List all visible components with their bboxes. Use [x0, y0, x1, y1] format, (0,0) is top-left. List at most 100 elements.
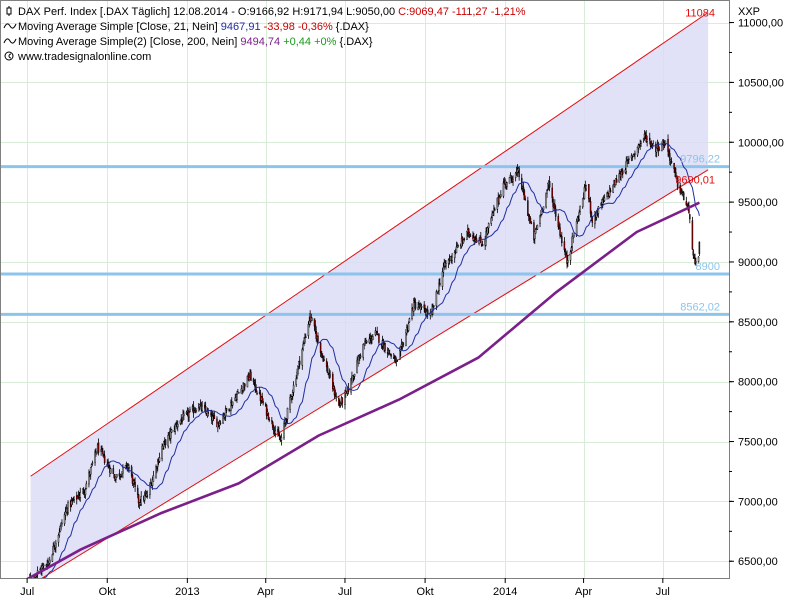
candle-body	[43, 565, 44, 566]
candle	[52, 554, 53, 562]
candle	[406, 324, 407, 335]
candle-body	[91, 465, 92, 467]
candle-body	[584, 187, 585, 198]
candle-body	[163, 442, 164, 447]
candle	[402, 341, 403, 349]
candle	[302, 347, 303, 369]
candle-body	[443, 267, 444, 272]
candle-body	[86, 484, 87, 489]
candle-body	[656, 148, 657, 152]
candle-body	[80, 492, 81, 497]
candle-body	[604, 198, 605, 201]
candle	[360, 353, 361, 359]
candle	[412, 303, 413, 320]
candle-body	[102, 449, 103, 451]
candle	[626, 157, 627, 175]
candle-body	[588, 184, 589, 199]
candle-body	[311, 318, 312, 321]
candle	[320, 342, 321, 358]
candle	[220, 420, 221, 425]
candle-body	[212, 416, 213, 420]
candle	[176, 422, 177, 427]
candle	[177, 421, 178, 432]
candle	[689, 214, 690, 224]
candle-body	[452, 257, 453, 261]
candle	[561, 232, 562, 247]
x-tick-label: 2013	[175, 586, 199, 598]
candle	[98, 438, 99, 455]
candle-body	[628, 159, 629, 160]
candle	[513, 175, 514, 186]
candle-body	[395, 356, 396, 363]
candle	[400, 346, 401, 357]
candle	[659, 147, 660, 152]
candle-body	[238, 392, 239, 393]
candle-body	[573, 235, 574, 237]
candle-body	[669, 154, 670, 161]
x-tick-label: Jul	[338, 586, 352, 598]
candle	[641, 141, 642, 147]
candle-body	[531, 223, 532, 224]
candle	[553, 196, 554, 211]
candle-body	[609, 189, 610, 196]
candle	[141, 491, 142, 506]
candle-body	[330, 375, 331, 376]
candle-body	[287, 408, 288, 419]
candle	[329, 368, 330, 379]
candle	[403, 342, 404, 347]
candle-body	[561, 236, 562, 242]
candle-body	[153, 475, 154, 481]
candle	[524, 189, 525, 200]
candle-body	[694, 257, 695, 258]
candle	[61, 519, 62, 527]
candle-body	[391, 354, 392, 356]
candle-body	[268, 413, 269, 419]
candle	[616, 175, 617, 183]
candle	[153, 471, 154, 482]
candle-body	[183, 414, 184, 416]
candle	[567, 250, 568, 268]
candle	[470, 233, 471, 236]
candle	[74, 497, 75, 503]
candle	[509, 177, 510, 184]
candle-body	[418, 307, 419, 309]
candle-body	[699, 242, 700, 254]
candle-body	[509, 177, 510, 183]
candle-body	[309, 321, 310, 324]
candle	[468, 228, 469, 238]
candle	[273, 425, 274, 435]
candle-body	[317, 336, 318, 341]
candle-body	[336, 397, 337, 398]
candle	[241, 385, 242, 393]
candle	[71, 497, 72, 507]
candle-body	[535, 230, 536, 234]
candle-body	[170, 431, 171, 438]
x-tick-label: Okt	[99, 586, 116, 598]
candle-body	[640, 144, 641, 145]
candle	[530, 216, 531, 223]
candle-body	[338, 398, 339, 405]
candle-body	[442, 272, 443, 287]
y-tick-label: 9500,00	[738, 197, 778, 209]
candle-body	[433, 306, 434, 307]
candle-body	[138, 495, 139, 503]
candle	[147, 490, 148, 498]
candle-body	[438, 292, 439, 293]
candle	[359, 354, 360, 361]
candle	[336, 392, 337, 401]
candle	[555, 205, 556, 220]
y-tick-label: 10500,00	[738, 77, 784, 89]
candle	[492, 210, 493, 221]
legend-part: DAX Perf. Index [.DAX Täglich] 12.08.201…	[18, 6, 238, 18]
legend-line: Moving Average Simple [Close, 21, Nein] …	[18, 21, 369, 33]
candle	[49, 557, 50, 566]
candle-body	[360, 356, 361, 357]
candle	[244, 383, 245, 390]
candle	[281, 433, 282, 445]
candle-body	[186, 412, 187, 413]
candle-body	[305, 337, 306, 338]
candle-body	[634, 153, 635, 154]
candle	[202, 401, 203, 412]
candle-body	[302, 349, 303, 365]
